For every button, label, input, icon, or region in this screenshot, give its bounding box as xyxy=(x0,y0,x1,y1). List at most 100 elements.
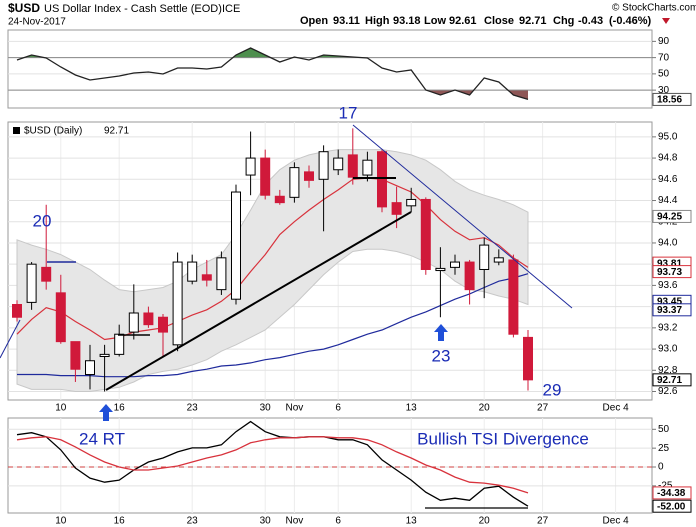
y-tick-label: 93.6 xyxy=(658,280,678,291)
legend-label: $USD (Daily) xyxy=(24,126,82,137)
value-marker xyxy=(652,265,692,279)
x-tick-label: 16 xyxy=(114,516,126,527)
candle-body xyxy=(464,261,475,291)
candle-body xyxy=(260,157,271,196)
x-tick-label: 23 xyxy=(187,516,199,527)
x-tick-label: 27 xyxy=(537,516,549,527)
candle-body xyxy=(128,312,139,333)
trend-line xyxy=(0,319,21,359)
value-marker-label: 93.37 xyxy=(657,305,682,316)
value-marker-label: 93.45 xyxy=(657,296,682,307)
candle-body xyxy=(508,259,519,335)
annotation: 20 xyxy=(33,211,52,230)
candle-body xyxy=(143,312,154,326)
value-marker xyxy=(652,209,692,223)
header-title: $USD US Dollar Index - Cash Settle (EOD)I… xyxy=(8,1,240,15)
candle-body xyxy=(318,151,329,180)
y-tick-label: 94.4 xyxy=(658,195,678,206)
x-tick-label: Dec 4 xyxy=(603,403,630,414)
candle-body xyxy=(41,266,52,282)
x-tick-label: Nov xyxy=(286,516,304,527)
candle-body xyxy=(231,191,241,300)
candle-body xyxy=(289,167,300,198)
annotation: 24 RT xyxy=(79,429,125,448)
candle-body xyxy=(99,353,110,357)
series-line xyxy=(16,47,529,101)
y-tick-label: 92.8 xyxy=(658,365,678,376)
quote-value: 93.18 xyxy=(393,15,421,27)
series-line xyxy=(16,436,529,494)
value-marker xyxy=(652,303,692,317)
series-line xyxy=(17,273,529,378)
candle-body xyxy=(245,157,256,176)
series-line xyxy=(16,177,529,341)
candle-body xyxy=(406,198,417,207)
candle-body xyxy=(26,263,37,303)
candle-body xyxy=(274,195,285,204)
arrow xyxy=(434,324,448,341)
quote-label: High xyxy=(365,15,390,27)
value-marker-label: -52.00 xyxy=(657,501,686,512)
value-marker xyxy=(652,499,692,513)
candle-body xyxy=(216,257,227,291)
value-marker-label: 93.73 xyxy=(657,267,682,278)
x-tick-label: Nov xyxy=(286,403,304,414)
candle-body xyxy=(201,274,212,281)
y-tick-label: 93.0 xyxy=(658,344,678,355)
y-tick-label: 95.0 xyxy=(658,131,678,142)
x-tick-label: 20 xyxy=(479,516,491,527)
x-tick-label: 6 xyxy=(335,403,341,414)
x-tick-label: 30 xyxy=(260,516,272,527)
quote-value: 92.61 xyxy=(449,15,477,27)
y-tick-label: 94.6 xyxy=(658,174,678,185)
y-tick-label: 30 xyxy=(658,85,670,96)
x-tick-label: 13 xyxy=(406,403,418,414)
x-tick-label: 16 xyxy=(114,403,126,414)
candle-body xyxy=(304,171,314,181)
panel-frame xyxy=(7,29,653,109)
value-marker-label: 94.25 xyxy=(657,212,682,223)
annotation: Bullish TSI Divergence xyxy=(417,429,589,448)
legend-value: 92.71 xyxy=(104,126,129,137)
instrument-name: US Dollar Index - Cash Settle (EOD) xyxy=(44,3,222,15)
candle-body xyxy=(493,257,504,263)
y-tick-label: 25 xyxy=(658,443,670,454)
candle-body xyxy=(70,341,81,370)
value-marker-label: 93.81 xyxy=(657,258,682,269)
y-tick-label: 94.0 xyxy=(658,238,678,249)
value-marker-label: 92.71 xyxy=(657,375,682,386)
down-indicator xyxy=(662,18,670,24)
quote-value: -0.43 xyxy=(578,15,603,27)
exchange: ICE xyxy=(222,3,240,15)
quote-label: Close xyxy=(484,15,514,27)
candle-body xyxy=(435,267,446,272)
y-tick-label: 50 xyxy=(658,69,670,80)
quote-label: Chg xyxy=(553,15,574,27)
symbol: $USD xyxy=(8,1,40,15)
candle-body xyxy=(158,316,168,333)
value-marker-label: 18.56 xyxy=(657,95,682,106)
x-tick-label: 13 xyxy=(406,516,418,527)
x-tick-label: 10 xyxy=(55,516,67,527)
value-marker xyxy=(652,373,692,387)
x-tick-label: Dec 4 xyxy=(603,516,630,527)
y-tick-label: 93.2 xyxy=(658,322,678,333)
copyright: © StockCharts.com xyxy=(612,3,696,14)
candle-body xyxy=(391,202,402,215)
y-tick-label: 92.6 xyxy=(658,386,678,397)
y-tick-label: 50 xyxy=(658,424,670,435)
y-tick-label: 70 xyxy=(658,52,670,63)
y-tick-label: -25 xyxy=(658,480,673,491)
quote-value: 92.71 xyxy=(519,15,547,27)
candle-body xyxy=(172,261,183,346)
annotation: 23 xyxy=(432,346,451,365)
x-tick-label: 10 xyxy=(55,403,67,414)
y-tick-label: 90 xyxy=(658,36,670,47)
quote: Open 93.11 High 93.18 Low 92.61 Close 92.71 Chg -… xyxy=(300,15,652,27)
candle-body xyxy=(12,304,22,318)
quote-label: Low xyxy=(424,15,446,27)
y-tick-label: 94.8 xyxy=(658,153,678,164)
x-tick-label: 6 xyxy=(335,516,341,527)
candle-body xyxy=(187,261,198,282)
